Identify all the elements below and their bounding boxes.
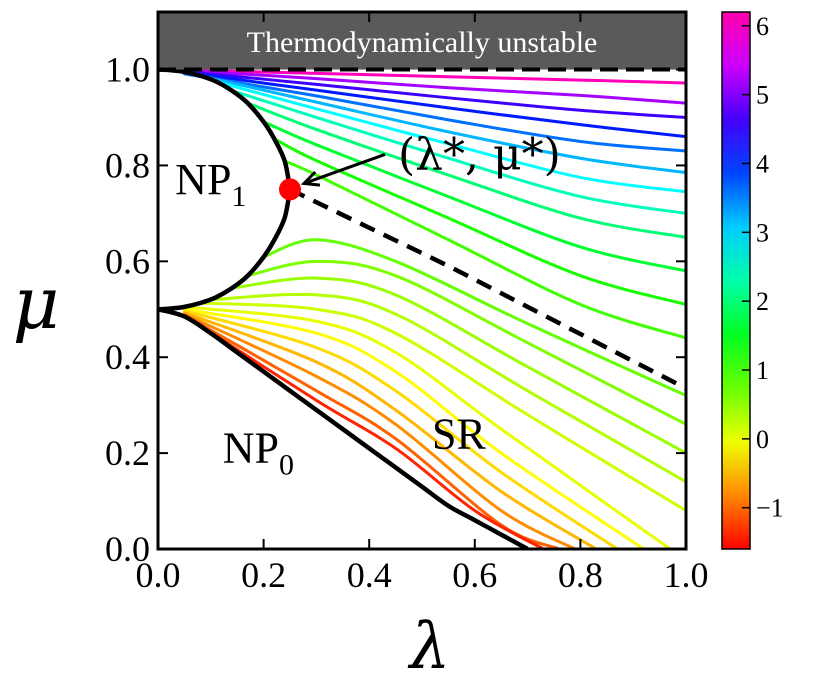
y-tick-label-4: 0.8 xyxy=(105,145,150,185)
colorbar-tick-label-6: 5 xyxy=(756,81,769,110)
colorbar-tick-label-7: 6 xyxy=(756,12,769,41)
colorbar: −1 0 1 2 3 4 5 6 xyxy=(721,11,784,550)
colorbar-tick-label-0: −1 xyxy=(756,494,784,523)
x-axis-label: λ xyxy=(407,610,451,678)
curve-0 xyxy=(182,68,686,85)
curve-1 xyxy=(182,68,686,105)
curve-21 xyxy=(182,312,577,549)
critical-point-marker xyxy=(279,178,301,201)
y-axis-label: μ xyxy=(13,261,60,345)
critical-point-arrowhead xyxy=(300,170,321,187)
curve-7 xyxy=(230,89,686,215)
region-label-np0: NP0 xyxy=(223,424,294,482)
unstable-region-label: Thermodynamically unstable xyxy=(247,26,598,59)
colorbar-tick-label-2: 1 xyxy=(756,356,769,385)
critical-point-label: (λ*, μ*) xyxy=(398,129,561,180)
colorbar-tick-label-4: 3 xyxy=(756,218,769,247)
colorbar-ticks: −1 0 1 2 3 4 5 6 xyxy=(742,12,784,523)
x-tick-label-4: 0.8 xyxy=(558,555,603,595)
y-tick-label-3: 0.6 xyxy=(105,241,150,281)
plot-frame xyxy=(156,10,688,551)
np0-boundary xyxy=(158,307,529,549)
colorbar-tick-label-5: 4 xyxy=(756,149,769,178)
colorbar-tick-label-3: 2 xyxy=(756,287,769,316)
curve-10 xyxy=(272,137,686,306)
curve-12 xyxy=(262,238,686,398)
curve-19 xyxy=(182,309,619,549)
y-tick-label-2: 0.4 xyxy=(105,337,150,377)
x-tick-label-0: 0.0 xyxy=(136,555,181,595)
x-tick-label-3: 0.6 xyxy=(452,555,497,595)
y-tick-label-0: 0.0 xyxy=(105,529,150,569)
first-order-line xyxy=(289,187,686,391)
x-tick-label-1: 0.2 xyxy=(241,555,286,595)
region-labels-layer: NP1 NP0 SR xyxy=(175,155,486,482)
curve-23 xyxy=(182,314,545,549)
colorbar-tick-label-1: 0 xyxy=(756,425,769,454)
axes-layer: 0.0 0.2 0.4 0.6 0.8 1.0 0.0 0.2 0.4 0.6 0.8 1.0 xyxy=(105,12,709,595)
colorbar-gradient xyxy=(721,11,751,550)
curve-20 xyxy=(182,311,598,549)
unstable-region-band xyxy=(158,12,686,70)
curve-18 xyxy=(182,307,646,549)
curve-15 xyxy=(209,292,686,484)
critical-point-arrow xyxy=(303,152,386,185)
curve-2 xyxy=(182,69,686,119)
curve-14 xyxy=(230,276,686,455)
curve-8 xyxy=(246,101,686,239)
curve-5 xyxy=(198,74,686,175)
curve-4 xyxy=(182,72,686,153)
curve-6 xyxy=(214,80,686,194)
curve-3 xyxy=(182,70,686,139)
curve-13 xyxy=(246,259,686,426)
curve-9 xyxy=(262,120,686,273)
y-tick-label-1: 0.2 xyxy=(105,433,150,473)
region-label-np1: NP1 xyxy=(175,155,246,213)
x-tick-label-5: 1.0 xyxy=(664,555,709,595)
region-label-sr: SR xyxy=(432,409,486,458)
x-tick-label-2: 0.4 xyxy=(347,555,392,595)
curve-17 xyxy=(182,305,672,549)
curve-16 xyxy=(198,301,686,513)
critical-point-layer: (λ*, μ*) xyxy=(279,129,561,201)
y-tick-label-5: 1.0 xyxy=(105,50,150,90)
